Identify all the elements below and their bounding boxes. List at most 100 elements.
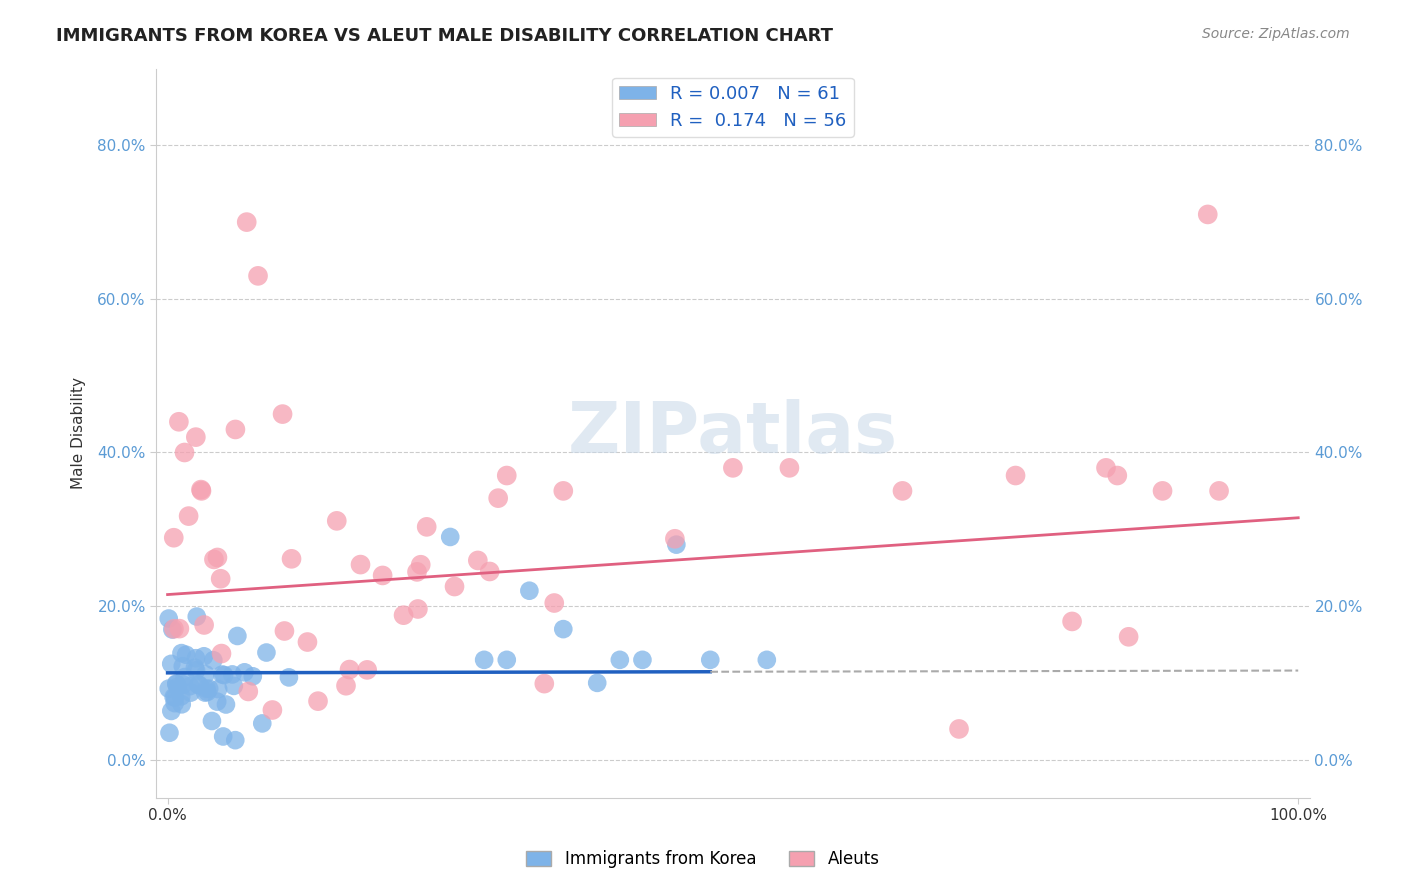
Point [472, 653, 495, 667]
Point [177, 509, 200, 524]
Point [443, 580, 465, 594]
Point [157, 681, 180, 696]
Point [307, 694, 329, 708]
Point [163, 690, 186, 705]
Point [339, 663, 361, 677]
Point [221, 667, 243, 681]
Point [262, 703, 284, 717]
Text: IMMIGRANTS FROM KOREA VS ALEUT MALE DISABILITY CORRELATION CHART: IMMIGRANTS FROM KOREA VS ALEUT MALE DISA… [56, 27, 834, 45]
Point [165, 677, 187, 691]
Point [1118, 630, 1140, 644]
Point [235, 215, 257, 229]
Point [486, 491, 509, 505]
Point [170, 690, 193, 704]
Point [326, 514, 349, 528]
Point [195, 681, 218, 696]
Point [160, 657, 183, 671]
Point [1197, 207, 1219, 221]
Point [277, 670, 299, 684]
Point [163, 622, 186, 636]
Point [543, 596, 565, 610]
Point [170, 646, 193, 660]
Point [1062, 615, 1084, 629]
Point [202, 552, 225, 566]
Point [778, 460, 800, 475]
Point [163, 696, 186, 710]
Point [169, 622, 191, 636]
Point [215, 698, 238, 712]
Point [201, 714, 224, 728]
Point [349, 558, 371, 572]
Point [170, 698, 193, 712]
Point [184, 661, 207, 675]
Point [157, 611, 180, 625]
Point [297, 635, 319, 649]
Point [1152, 483, 1174, 498]
Text: ZIPatlas: ZIPatlas [568, 399, 898, 467]
Point [173, 445, 195, 459]
Y-axis label: Male Disability: Male Disability [72, 377, 86, 490]
Point [409, 558, 432, 572]
Point [238, 684, 260, 698]
Point [406, 602, 429, 616]
Point [166, 680, 188, 694]
Point [209, 572, 232, 586]
Point [256, 646, 278, 660]
Point [664, 532, 686, 546]
Point [205, 695, 228, 709]
Point [184, 430, 207, 444]
Point [335, 679, 357, 693]
Point [190, 483, 212, 498]
Point [165, 676, 187, 690]
Point [184, 651, 207, 665]
Text: Source: ZipAtlas.com: Source: ZipAtlas.com [1202, 27, 1350, 41]
Point [174, 648, 197, 662]
Point [159, 725, 181, 739]
Point [224, 422, 246, 436]
Point [467, 553, 489, 567]
Point [519, 583, 541, 598]
Point [495, 653, 517, 667]
Point [755, 653, 778, 667]
Point [207, 550, 229, 565]
Point [193, 649, 215, 664]
Point [439, 530, 461, 544]
Point [184, 664, 207, 678]
Point [631, 653, 654, 667]
Point [699, 653, 721, 667]
Point [415, 520, 437, 534]
Point [721, 460, 744, 475]
Point [163, 531, 186, 545]
Point [252, 716, 274, 731]
Point [172, 677, 194, 691]
Point [406, 565, 429, 579]
Point [233, 665, 256, 680]
Point [224, 733, 246, 747]
Point [172, 659, 194, 673]
Point [173, 670, 195, 684]
Point [211, 667, 233, 681]
Point [1208, 483, 1230, 498]
Point [193, 618, 215, 632]
Point [187, 678, 209, 692]
Point [665, 538, 688, 552]
Point [179, 679, 201, 693]
Point [163, 690, 186, 705]
Point [1107, 468, 1129, 483]
Point [495, 468, 517, 483]
Point [186, 609, 208, 624]
Point [371, 568, 394, 582]
Point [222, 679, 245, 693]
Point [586, 676, 609, 690]
Point [271, 407, 294, 421]
Point [198, 681, 221, 696]
Legend: Immigrants from Korea, Aleuts: Immigrants from Korea, Aleuts [520, 844, 886, 875]
Point [356, 663, 378, 677]
Point [553, 483, 575, 498]
Point [533, 676, 555, 690]
Point [188, 678, 211, 692]
Point [211, 647, 233, 661]
Point [160, 704, 183, 718]
Point [948, 722, 970, 736]
Point [478, 565, 501, 579]
